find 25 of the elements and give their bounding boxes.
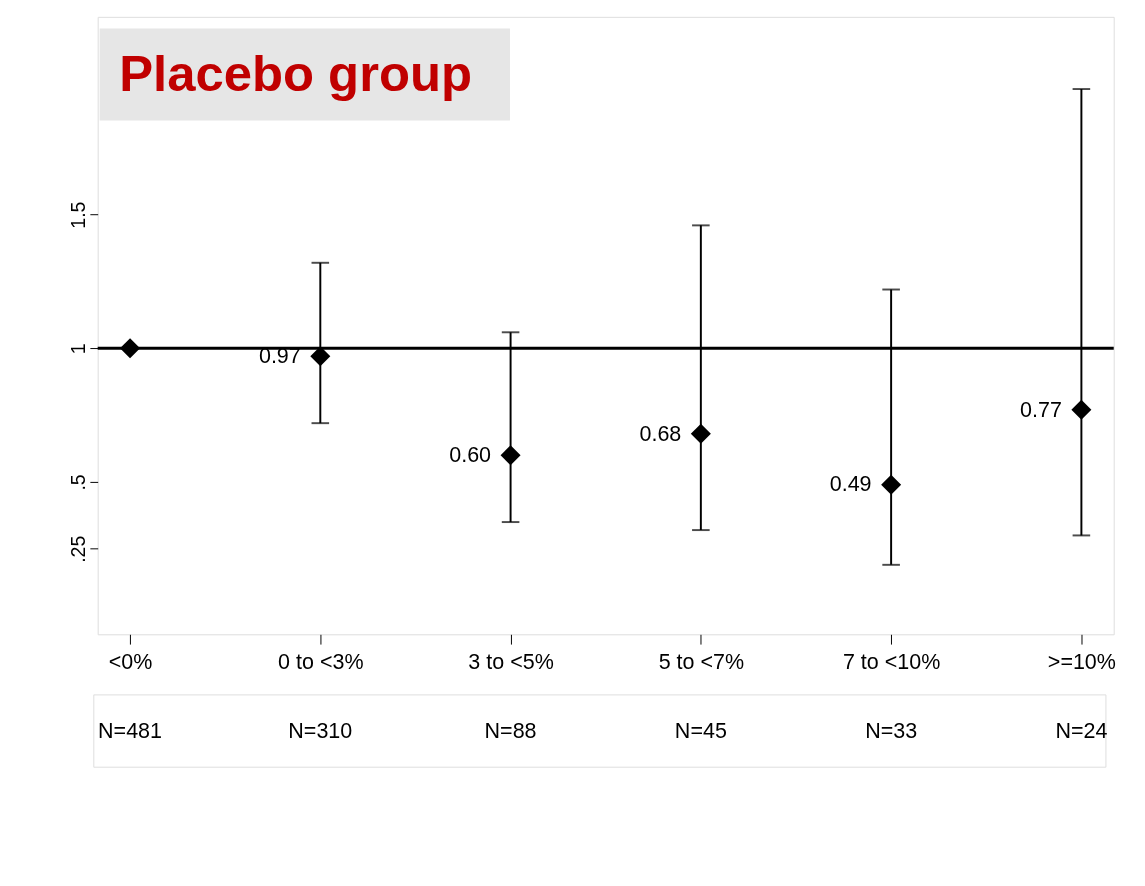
x-tick-label: >=10% xyxy=(1047,650,1116,674)
point xyxy=(500,445,521,466)
data-label: 0.60 xyxy=(449,443,492,468)
x-tick-label: <0% xyxy=(108,650,153,674)
point xyxy=(690,423,711,444)
text: N=481 xyxy=(98,718,162,743)
x-tick-label: 0 to <3% xyxy=(278,650,364,674)
x-tick-label: 7 to <10% xyxy=(842,650,941,674)
data-label: 0.77 xyxy=(1020,397,1062,422)
y-tick-label: 1.5 xyxy=(66,201,89,229)
text: N=33 xyxy=(865,718,918,743)
text: Placebo group xyxy=(119,45,472,103)
data-label: 0.68 xyxy=(639,421,682,446)
x-tick-label: 5 to <7% xyxy=(658,650,745,674)
point xyxy=(881,474,902,495)
data-label: 0.49 xyxy=(829,472,872,497)
y-tick-label: .5 xyxy=(66,474,89,491)
point xyxy=(1071,399,1092,420)
y-tick-label: 1 xyxy=(66,343,89,355)
text: N=45 xyxy=(674,718,727,743)
text: N=88 xyxy=(484,718,537,743)
x-tick-label: 3 to <5% xyxy=(468,650,554,674)
text: N=310 xyxy=(288,718,353,743)
y-tick-label: .25 xyxy=(66,535,89,563)
text: N=24 xyxy=(1055,718,1108,743)
